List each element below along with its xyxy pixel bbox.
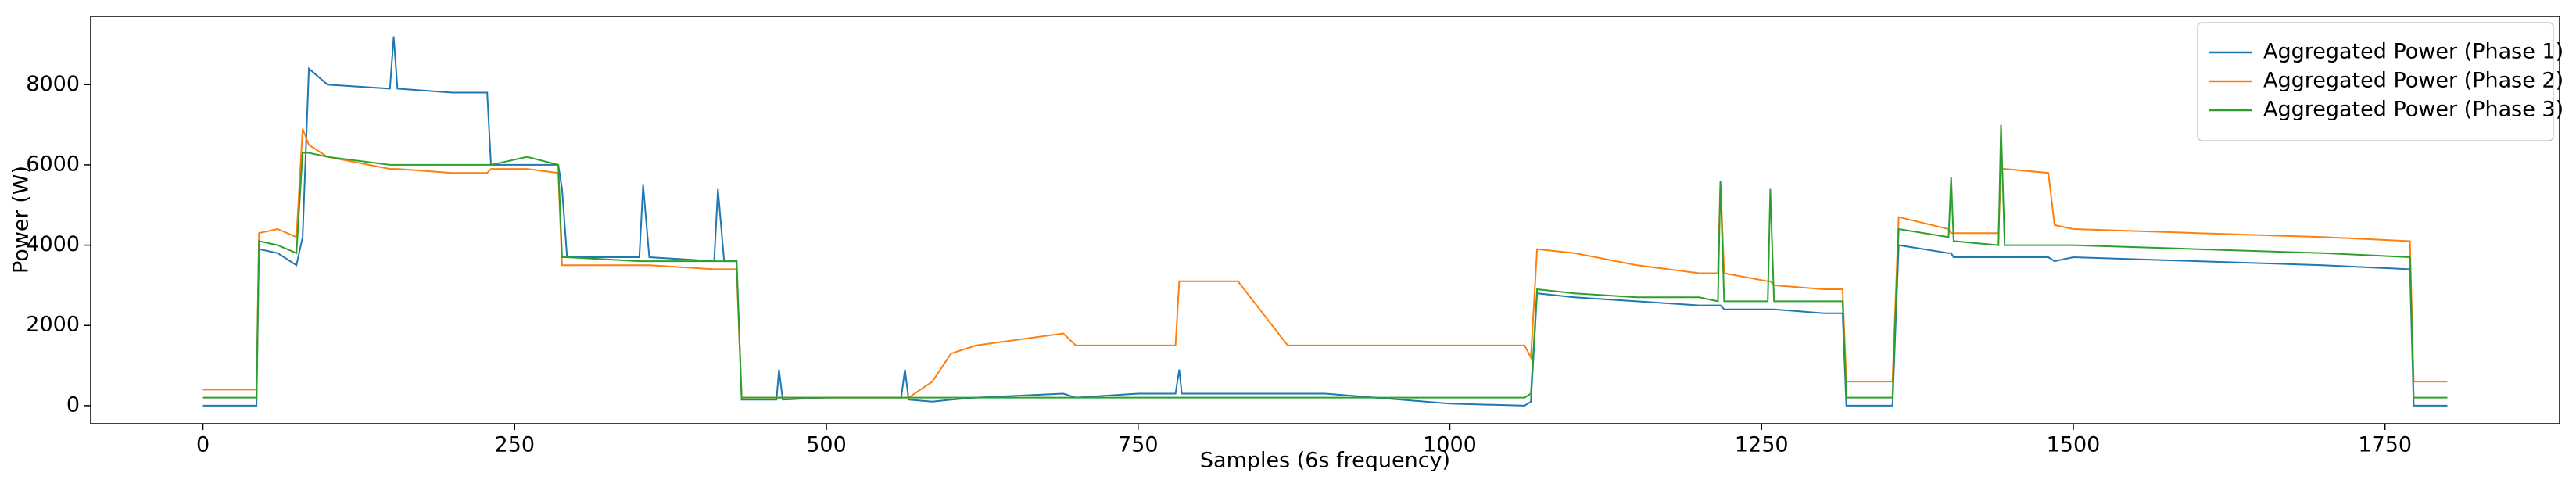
y-tick-label: 8000 (26, 72, 80, 96)
x-tick-label: 1250 (1735, 433, 1789, 457)
series-line (202, 128, 2448, 399)
legend-label: Aggregated Power (Phase 3) (2263, 98, 2563, 122)
series-line (202, 36, 2448, 407)
y-tick-label: 2000 (26, 313, 80, 337)
y-tick-label: 0 (66, 392, 80, 417)
legend-label: Aggregated Power (Phase 1) (2263, 40, 2563, 64)
y-tick-label: 4000 (26, 232, 80, 256)
x-tick-label: 1750 (2358, 433, 2412, 457)
series-line (202, 124, 2448, 399)
x-tick-label: 500 (806, 433, 847, 457)
plot-frame (90, 16, 2560, 424)
x-tick-label: 0 (196, 433, 210, 457)
x-tick-label: 1500 (2047, 433, 2101, 457)
x-tick-label: 1000 (1423, 433, 1477, 457)
y-axis-label: Power (W) (9, 166, 34, 274)
x-tick-label: 750 (1118, 433, 1159, 457)
x-axis-label: Samples (6s frequency) (1200, 449, 1450, 473)
legend-box (2197, 22, 2554, 141)
y-tick-label: 6000 (26, 152, 80, 176)
legend-label: Aggregated Power (Phase 2) (2263, 69, 2563, 93)
x-tick-label: 250 (495, 433, 536, 457)
